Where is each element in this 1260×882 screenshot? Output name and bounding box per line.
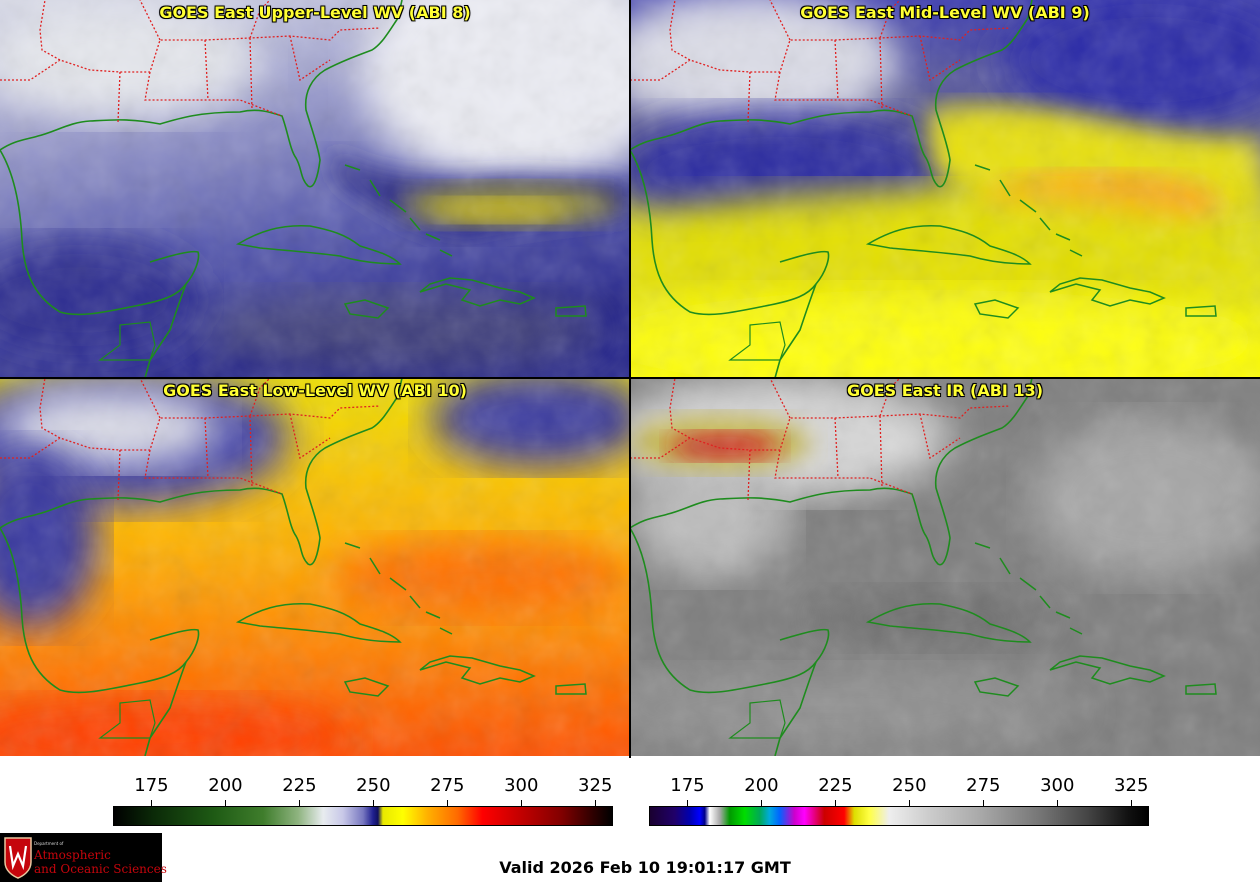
tick-mark <box>687 800 689 806</box>
map-panel-mid-level-wv: GOES East Mid-Level WV (ABI 9) <box>630 0 1260 378</box>
tick-label: 200 <box>208 775 243 796</box>
colorbar-tick-labels: 175 200 225 250 275 300 325 <box>113 773 613 799</box>
panel-divider-vertical <box>629 0 631 758</box>
upper-level-wv-image <box>0 0 630 378</box>
tick-mark <box>521 800 523 806</box>
map-panel-low-level-wv: GOES East Low-Level WV (ABI 10) <box>0 378 630 756</box>
colorbar-tick-labels: 175 200 225 250 275 300 325 <box>649 773 1149 799</box>
panel-title: GOES East Mid-Level WV (ABI 9) <box>800 3 1090 22</box>
tick-mark <box>1057 800 1059 806</box>
tick-label: 275 <box>966 775 1001 796</box>
tick-mark <box>373 800 375 806</box>
map-panel-ir: GOES East IR (ABI 13) <box>630 378 1260 756</box>
ir-image <box>630 378 1260 756</box>
valid-time: Valid 2026 Feb 10 19:01:17 GMT <box>499 858 791 877</box>
tick-label: 325 <box>578 775 613 796</box>
tick-label: 175 <box>670 775 705 796</box>
tick-label: 200 <box>744 775 779 796</box>
colorbar-gradient <box>113 806 613 826</box>
tick-label: 225 <box>818 775 853 796</box>
panel-title: GOES East Low-Level WV (ABI 10) <box>163 381 467 400</box>
logo-line-1: Atmospheric <box>34 848 111 862</box>
tick-label: 175 <box>134 775 169 796</box>
tick-mark <box>1131 800 1133 806</box>
tick-mark <box>761 800 763 806</box>
tick-label: 300 <box>1040 775 1075 796</box>
panel-title: GOES East IR (ABI 13) <box>846 381 1044 400</box>
uw-crest-icon <box>4 837 32 879</box>
panel-divider-horizontal <box>0 377 1260 379</box>
colorbar-water-vapor: 175 200 225 250 275 300 325 <box>113 773 613 828</box>
logo-line-2: and Oceanic Sciences <box>34 862 167 876</box>
tick-mark <box>595 800 597 806</box>
tick-mark <box>447 800 449 806</box>
tick-mark <box>225 800 227 806</box>
low-level-wv-image <box>0 378 630 756</box>
panel-title: GOES East Upper-Level WV (ABI 8) <box>159 3 471 22</box>
map-panel-upper-level-wv: GOES East Upper-Level WV (ABI 8) <box>0 0 630 378</box>
tick-mark <box>835 800 837 806</box>
tick-label: 250 <box>356 775 391 796</box>
tick-mark <box>151 800 153 806</box>
tick-mark <box>983 800 985 806</box>
uw-aos-logo: Department of Atmospheric and Oceanic Sc… <box>0 833 167 882</box>
colorbar-infrared: 175 200 225 250 275 300 325 <box>649 773 1149 828</box>
logo-dept-line: Department of <box>34 841 64 846</box>
tick-mark <box>299 800 301 806</box>
tick-label: 250 <box>892 775 927 796</box>
tick-mark <box>909 800 911 806</box>
colorbar-gradient <box>649 806 1149 826</box>
tick-label: 225 <box>282 775 317 796</box>
tick-label: 325 <box>1114 775 1149 796</box>
mid-level-wv-image <box>630 0 1260 378</box>
tick-label: 275 <box>430 775 465 796</box>
tick-label: 300 <box>504 775 539 796</box>
